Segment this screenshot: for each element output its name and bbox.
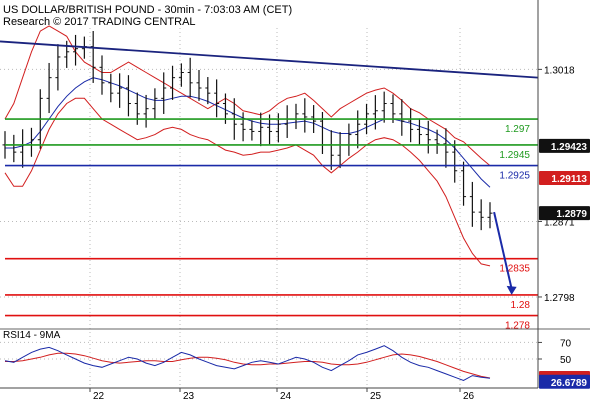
price-bar [469,181,475,227]
chart-title: US DOLLAR/BRITISH POUND - 30min - 7:03:0… [3,4,292,16]
rsi-y-tick-label: 50 [560,355,572,366]
x-tick-label: 22 [93,391,105,400]
price-bar [143,94,149,128]
resistance-trendline [0,40,539,79]
price-badge: 1.29423 [539,138,590,153]
x-tick-label: 26 [463,391,475,400]
level-label: 1.2925 [499,171,530,182]
price-bar [452,140,458,183]
price-bar [416,118,422,146]
level-label: 1.297 [505,124,530,135]
price-bar [152,88,158,119]
rsi-badge: 26.6789 [539,374,590,389]
overlays [0,40,539,295]
badge-bg [539,138,590,153]
price-bar [240,112,246,142]
price-bar [187,57,193,98]
badge-label: 1.2879 [556,209,587,220]
forecast-arrow-shaft [493,211,513,290]
price-bar [108,73,114,103]
rsi-y-tick-label: 70 [560,338,572,349]
price-bar [434,129,440,154]
support-resistance-levels: 1.297 1.2945 1.2925 1.2835 1.28 1.278 [5,118,538,332]
price-bar [443,128,449,168]
price-bar [355,110,361,149]
badge-label: 26.6789 [551,378,588,389]
y-tick-label: 1.2798 [544,293,575,304]
price-bar [55,44,61,91]
price-bar [214,79,220,118]
rsi-line [4,345,491,382]
price-bar [408,108,414,143]
x-tick-label: 25 [370,391,382,400]
price-badge: 1.29113 [539,171,590,185]
badge-label: 1.29113 [551,174,587,185]
badge-bg [539,171,590,185]
price-bar [390,94,396,123]
level-label: 1.28 [511,300,531,311]
y-tick-label: 1.2871 [544,217,575,228]
price-bar [46,62,52,114]
level-label: 1.2945 [499,150,530,161]
x-tick-label: 24 [280,391,292,400]
x-tick-label: 23 [183,391,195,400]
price-bar [196,70,202,101]
price-bar [117,73,123,108]
price-bars [2,31,493,231]
price-bar [178,63,184,87]
price-badge: 1.2879 [539,206,590,221]
y-tick-label: 1.3018 [544,65,575,76]
copyright: Research © 2017 TRADING CENTRAL [3,16,196,28]
price-bar [125,75,131,117]
badge-bg [539,374,590,389]
price-bar [302,98,308,133]
price-bar [399,99,405,136]
grid [0,28,538,388]
price-bar [170,65,176,100]
badge-bg [539,206,590,221]
rsi-title: RSI14 - 9MA [3,330,61,341]
badge-label: 1.29423 [551,142,588,153]
price-bar [99,55,105,95]
rsi-panel: RSI14 - 9MA [0,328,590,382]
price-bar [461,161,467,206]
price-bar [161,72,167,114]
price-bar [90,31,96,83]
price-bar [73,34,79,66]
price-bar [205,77,211,105]
price-bar [372,95,378,130]
price-bar [249,120,255,141]
axes: 1.3018 1.2871 1.2798 70 50 22 23 24 25 26 [0,0,575,400]
upper-band-line [4,25,491,166]
level-label: 1.278 [505,321,530,332]
price-bar [258,112,264,147]
price-bar [381,91,387,123]
price-bar [478,199,484,231]
level-label: 1.2835 [499,264,530,275]
price-bar [425,120,431,154]
price-bar [487,202,493,229]
forecast-arrow-head [506,285,517,295]
lower-band-line [4,97,491,267]
price-bar [275,113,281,143]
